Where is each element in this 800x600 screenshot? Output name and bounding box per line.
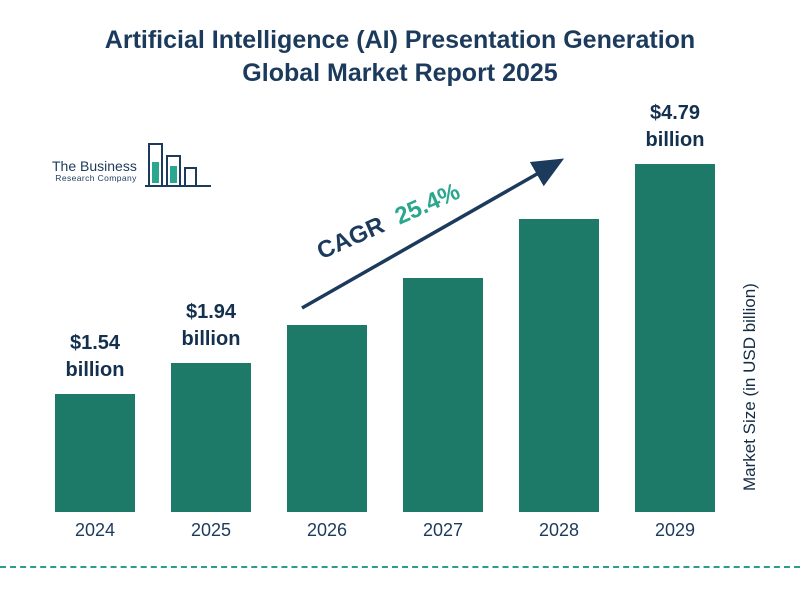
company-logo-text: The Business Research Company — [52, 158, 137, 198]
bar-column-2024: $1.54 billion 2024 — [55, 100, 135, 540]
bar — [171, 363, 251, 512]
y-axis-label: Market Size (in USD billion) — [740, 283, 759, 492]
company-logo: The Business Research Company — [52, 140, 213, 198]
bar-chart: $1.54 billion 2024 $1.94 billion 2025 2026 20… — [55, 100, 715, 540]
bar — [519, 219, 599, 512]
bar-column-2025: $1.94 billion 2025 — [171, 100, 251, 540]
bar-chart-logo-icon — [144, 143, 211, 187]
bar-column-2028: 2028 — [519, 100, 599, 540]
bottom-dashed-divider — [0, 566, 800, 568]
chart-title: Artificial Intelligence (AI) Presentatio… — [0, 24, 800, 89]
bar-value-label: $1.94 billion — [181, 301, 241, 350]
bar-column-2026: 2026 — [287, 100, 367, 540]
x-axis-tick-label: 2025 — [190, 520, 232, 540]
logo-name-line1: The Business — [52, 158, 137, 175]
bar — [55, 394, 135, 512]
bar-value-label: $1.54 billion — [65, 332, 125, 381]
bar-column-2027: 2027 — [403, 100, 483, 540]
bar-value-label: $4.79 billion — [645, 102, 705, 151]
chart-title-line1: Artificial Intelligence (AI) Presentatio… — [104, 26, 696, 54]
x-axis-tick-label: 2027 — [422, 520, 464, 540]
bar — [287, 325, 367, 512]
bar — [635, 164, 715, 512]
chart-title-line2: Global Market Report 2025 — [242, 58, 558, 87]
bar — [403, 278, 483, 512]
x-axis-tick-label: 2024 — [74, 520, 116, 540]
x-axis-tick-label: 2028 — [538, 520, 580, 540]
bar-column-2029: $4.79 billion 2029 — [635, 100, 715, 540]
logo-name-line2: Research Company — [55, 173, 137, 184]
x-axis-tick-label: 2026 — [306, 520, 348, 540]
x-axis-tick-label: 2029 — [654, 520, 696, 540]
